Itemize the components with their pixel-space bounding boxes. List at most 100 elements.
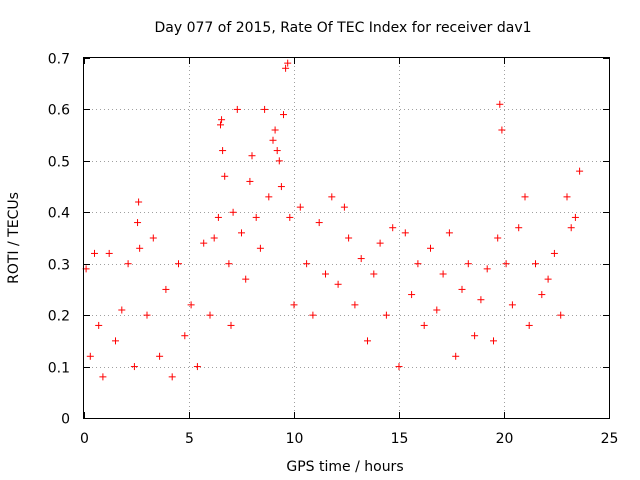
data-point <box>515 224 523 232</box>
x-tick-label: 20 <box>496 431 514 447</box>
plot-frame <box>83 57 610 419</box>
data-point <box>246 177 254 185</box>
data-point <box>227 321 235 329</box>
data-point <box>200 239 208 247</box>
data-point <box>218 116 226 124</box>
data-point <box>483 265 491 273</box>
data-point <box>282 64 290 72</box>
data-point <box>112 337 119 345</box>
data-point <box>525 321 533 329</box>
data-point <box>284 59 292 67</box>
data-point <box>187 301 195 309</box>
data-point <box>452 352 460 360</box>
data-point <box>290 301 298 309</box>
data-point <box>99 373 107 381</box>
data-point <box>458 285 466 293</box>
data-point <box>210 234 218 242</box>
data-point <box>238 229 245 237</box>
data-point <box>563 193 571 201</box>
data-point <box>494 234 502 242</box>
y-tick-label: 0.5 <box>48 155 70 171</box>
data-point <box>105 249 113 257</box>
data-point <box>571 213 579 221</box>
data-point <box>471 332 479 340</box>
data-point <box>315 219 323 227</box>
x-tick-label: 10 <box>286 431 304 447</box>
data-point <box>256 244 264 252</box>
data-point <box>193 363 201 371</box>
data-point <box>334 280 342 288</box>
data-point <box>233 105 241 113</box>
data-point <box>498 126 506 134</box>
data-point <box>273 147 281 155</box>
data-point <box>433 306 441 314</box>
data-point <box>296 203 304 211</box>
data-point <box>496 100 504 108</box>
data-point <box>175 260 182 268</box>
data-point <box>269 136 277 144</box>
data-point <box>550 249 558 257</box>
data-point <box>261 105 269 113</box>
data-point <box>395 363 403 371</box>
data-point <box>168 373 176 381</box>
data-point <box>490 337 497 345</box>
grid <box>84 58 609 418</box>
data-point <box>376 239 384 247</box>
data-point <box>275 157 283 165</box>
y-tick-label: 0.3 <box>48 258 70 274</box>
data-point <box>86 352 94 360</box>
data-point <box>464 260 472 268</box>
data-point <box>130 363 138 371</box>
data-point <box>280 111 287 119</box>
data-point <box>265 193 273 201</box>
data-point <box>271 126 279 134</box>
data-point <box>135 198 143 206</box>
data-point <box>217 121 224 129</box>
data-point <box>277 183 285 191</box>
data-point <box>214 213 222 221</box>
data-point <box>357 255 365 263</box>
data-point <box>91 249 98 257</box>
y-tick-label: 0.6 <box>48 103 70 119</box>
data-point <box>136 244 144 252</box>
data-point <box>364 337 371 345</box>
data-point <box>351 301 359 309</box>
y-tick-label: 0.1 <box>48 361 70 377</box>
data-point <box>248 152 256 160</box>
data-point <box>286 213 294 221</box>
data-point <box>445 229 453 237</box>
data-point <box>382 311 390 319</box>
data-point <box>521 193 529 201</box>
data-point <box>427 244 434 252</box>
data-point <box>124 260 132 268</box>
x-tick-label: 5 <box>185 431 194 447</box>
chart-title: Day 077 of 2015, Rate Of TEC Index for r… <box>154 20 531 36</box>
x-tick-label: 25 <box>601 431 619 447</box>
data-point <box>538 291 546 299</box>
data-point <box>181 332 189 340</box>
data-points <box>82 59 584 381</box>
axes: 0 5 10 15 20 25 0 0.1 0.2 0.3 0.4 0.5 0.6 0.7 <box>48 52 619 448</box>
data-point <box>340 203 348 211</box>
y-tick-label: 0.7 <box>48 52 70 68</box>
data-point <box>576 167 584 175</box>
data-point <box>557 311 565 319</box>
data-point <box>322 270 329 278</box>
data-point <box>502 260 510 268</box>
data-point <box>439 270 447 278</box>
data-point <box>508 301 516 309</box>
data-point <box>149 234 157 242</box>
data-point <box>242 275 250 283</box>
data-point <box>143 311 151 319</box>
data-point <box>303 260 311 268</box>
y-tick-label: 0.2 <box>48 309 70 325</box>
data-point <box>477 296 485 304</box>
x-tick-label: 15 <box>391 431 409 447</box>
data-point <box>219 147 227 155</box>
data-point <box>252 213 260 221</box>
data-point <box>225 260 233 268</box>
y-tick-label: 0.4 <box>48 206 70 222</box>
data-point <box>401 229 409 237</box>
data-point <box>134 219 142 227</box>
